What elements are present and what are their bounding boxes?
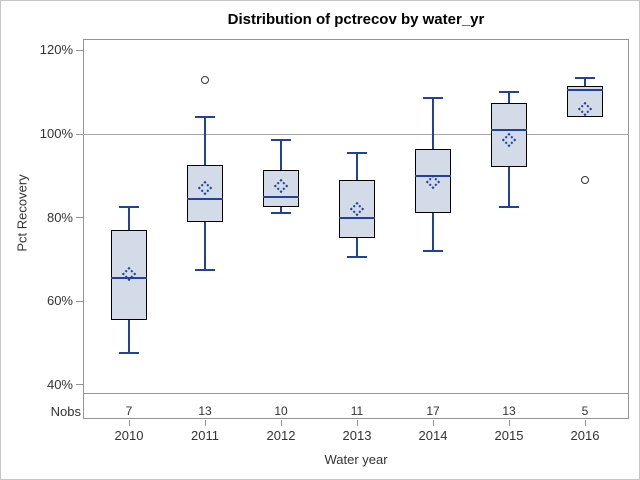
y-axis-tick bbox=[76, 217, 83, 219]
box-iqr bbox=[187, 165, 223, 222]
x-axis-tick bbox=[128, 420, 130, 426]
box-iqr bbox=[491, 102, 527, 168]
median-line bbox=[111, 277, 147, 280]
box-iqr bbox=[567, 85, 603, 118]
x-axis-tick bbox=[508, 420, 510, 426]
x-axis-title: Water year bbox=[324, 452, 388, 467]
nobs-value: 13 bbox=[502, 404, 516, 418]
box-iqr bbox=[111, 230, 147, 320]
whisker-cap-top bbox=[195, 116, 215, 119]
box-iqr bbox=[339, 179, 375, 239]
y-axis-tick-label: 100% bbox=[39, 126, 73, 141]
nobs-divider-line bbox=[83, 393, 629, 394]
x-axis-tick bbox=[584, 420, 586, 426]
whisker-cap-bottom bbox=[195, 268, 215, 271]
whisker-cap-bottom bbox=[423, 250, 443, 253]
median-line bbox=[339, 216, 375, 219]
whisker-cap-bottom bbox=[271, 212, 291, 215]
x-axis-tick bbox=[356, 420, 358, 426]
y-axis-tick-label: 80% bbox=[46, 209, 73, 225]
whisker-cap-top bbox=[575, 76, 595, 79]
x-axis-tick-label: 2013 bbox=[342, 428, 372, 443]
whisker-cap-top bbox=[347, 151, 367, 154]
y-axis-tick bbox=[76, 49, 83, 51]
whisker-cap-bottom bbox=[119, 352, 139, 355]
x-axis-tick-label: 2016 bbox=[570, 428, 600, 443]
median-line bbox=[415, 174, 451, 177]
nobs-value: 5 bbox=[581, 404, 589, 418]
whisker-cap-top bbox=[499, 91, 519, 94]
y-axis-tick-label: 60% bbox=[46, 293, 73, 309]
whisker-cap-bottom bbox=[347, 256, 367, 259]
y-axis-tick-label: 40% bbox=[46, 376, 73, 392]
reference-line bbox=[83, 133, 629, 135]
nobs-value: 10 bbox=[274, 404, 288, 418]
y-axis-tick-label: 120% bbox=[39, 42, 73, 58]
whisker-cap-top bbox=[271, 139, 291, 142]
outlier-point bbox=[581, 175, 589, 184]
x-axis-tick-label: 2014 bbox=[418, 428, 448, 443]
nobs-value: 17 bbox=[426, 404, 440, 418]
chart-title: Distribution of pctrecov by water_yr bbox=[227, 11, 485, 28]
x-axis-tick bbox=[204, 420, 206, 426]
nobs-value: 13 bbox=[198, 404, 212, 418]
whisker-cap-top bbox=[423, 97, 443, 100]
whisker-cap-top bbox=[119, 206, 139, 209]
x-axis-tick-label: 2010 bbox=[114, 428, 144, 443]
x-axis-tick bbox=[280, 420, 282, 426]
y-axis-tick bbox=[76, 384, 83, 386]
median-line bbox=[567, 89, 603, 92]
plot-frame bbox=[83, 39, 629, 419]
outlier-point bbox=[201, 75, 209, 84]
y-axis-tick bbox=[76, 300, 83, 302]
x-axis-tick-label: 2015 bbox=[494, 428, 524, 443]
box-iqr bbox=[415, 148, 451, 214]
x-axis-tick-label: 2012 bbox=[266, 428, 296, 443]
nobs-value: 7 bbox=[125, 404, 133, 418]
median-line bbox=[491, 128, 527, 131]
median-line bbox=[263, 195, 299, 198]
x-axis-tick-label: 2011 bbox=[191, 428, 219, 443]
box-iqr bbox=[263, 169, 299, 208]
whisker-cap-bottom bbox=[499, 206, 519, 209]
nobs-value: 11 bbox=[350, 404, 364, 418]
nobs-row-label: Nobs bbox=[50, 404, 81, 419]
median-line bbox=[187, 197, 223, 200]
y-axis-tick bbox=[76, 133, 83, 135]
x-axis-tick bbox=[432, 420, 434, 426]
